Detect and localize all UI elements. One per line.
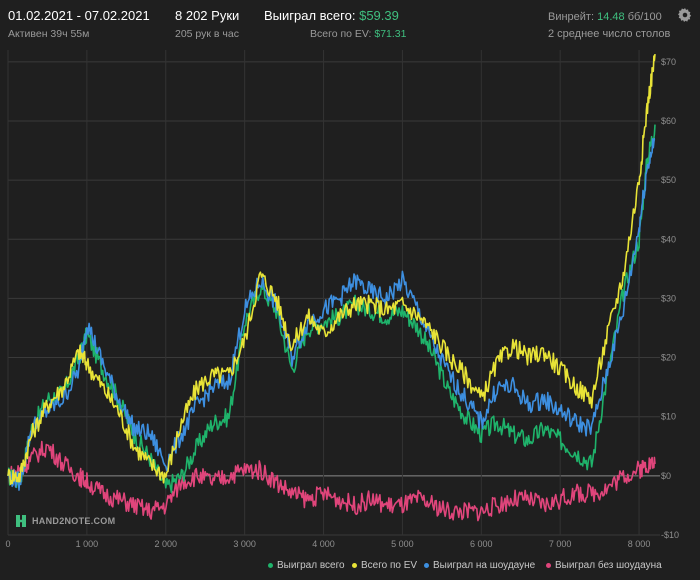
x-tick-label: 1 000 xyxy=(76,539,99,549)
hand2note-logo: HAND2NOTE.COM xyxy=(16,515,115,527)
series-line-1 xyxy=(7,54,656,486)
x-tick-label: 5 000 xyxy=(391,539,414,549)
x-tick-label: 4 000 xyxy=(312,539,335,549)
hand2note-logo-icon xyxy=(16,515,26,527)
series-line-3 xyxy=(7,440,656,522)
won-total: Выиграл всего: $59.39 xyxy=(264,8,399,23)
x-axis-ticks: 0 1 000 2 000 3 000 4 000 5 000 6 000 7 000 8 00… xyxy=(5,539,650,549)
chart-grid xyxy=(7,50,660,536)
winrate-value: 14.48 xyxy=(597,11,625,23)
legend-showdown[interactable]: Выиграл на шоудауне xyxy=(424,560,535,571)
y-tick-label: $40 xyxy=(661,234,676,244)
won-total-label: Выиграл всего: xyxy=(264,8,356,23)
chart-series xyxy=(7,54,656,522)
logo-text: HAND2NOTE.COM xyxy=(32,516,116,526)
ev-total: Всего по EV: $71.31 xyxy=(310,28,406,40)
hands-per-hour: 205 рук в час xyxy=(175,28,239,40)
hands-count: 8 202 Руки xyxy=(175,8,240,23)
legend-dot xyxy=(424,563,429,568)
y-tick-label: -$10 xyxy=(661,530,679,540)
ev-total-value: $71.31 xyxy=(374,28,407,40)
y-tick-label: $70 xyxy=(661,57,676,67)
legend-label: Всего по EV xyxy=(361,560,418,571)
y-tick-label: $0 xyxy=(661,471,671,481)
x-tick-label: 3 000 xyxy=(233,539,256,549)
legend-label: Выиграл всего xyxy=(277,560,345,571)
y-tick-label: $10 xyxy=(661,412,676,422)
y-tick-label: $30 xyxy=(661,293,676,303)
gear-icon[interactable] xyxy=(678,8,692,22)
y-tick-label: $60 xyxy=(661,116,676,126)
y-axis-ticks: -$10 $0 $10 $20 $30 $40 $50 $60 $70 xyxy=(661,57,679,540)
legend-dot xyxy=(352,563,357,568)
winrate-label: Винрейт: xyxy=(548,11,595,23)
avg-tables: 2 среднее число столов xyxy=(548,28,671,40)
x-tick-label: 8 000 xyxy=(628,539,651,549)
date-range[interactable]: 01.02.2021 - 07.02.2021 xyxy=(8,8,150,23)
legend-dot xyxy=(268,563,273,568)
series-line-2 xyxy=(7,137,656,491)
winrate-unit: бб/100 xyxy=(627,11,662,23)
ev-total-label: Всего по EV: xyxy=(310,28,372,40)
x-tick-label: 2 000 xyxy=(155,539,178,549)
y-tick-label: $50 xyxy=(661,175,676,185)
legend-dot xyxy=(546,563,551,568)
won-total-value: $59.39 xyxy=(359,8,399,23)
legend-label: Выиграл на шоудауне xyxy=(433,560,536,571)
x-tick-label: 6 000 xyxy=(470,539,493,549)
winrate: Винрейт: 14.48 бб/100 xyxy=(548,11,662,23)
legend-ev-total[interactable]: Всего по EV xyxy=(352,560,417,571)
legend-non-showdown[interactable]: Выиграл без шоудауна xyxy=(546,560,662,571)
legend-label: Выиграл без шоудауна xyxy=(555,560,662,571)
active-time-label: Активен 39ч 55м xyxy=(8,28,90,40)
x-tick-label: 7 000 xyxy=(549,539,572,549)
y-tick-label: $20 xyxy=(661,353,676,363)
legend-won-total[interactable]: Выиграл всего xyxy=(268,560,345,571)
x-tick-label: 0 xyxy=(5,539,10,549)
